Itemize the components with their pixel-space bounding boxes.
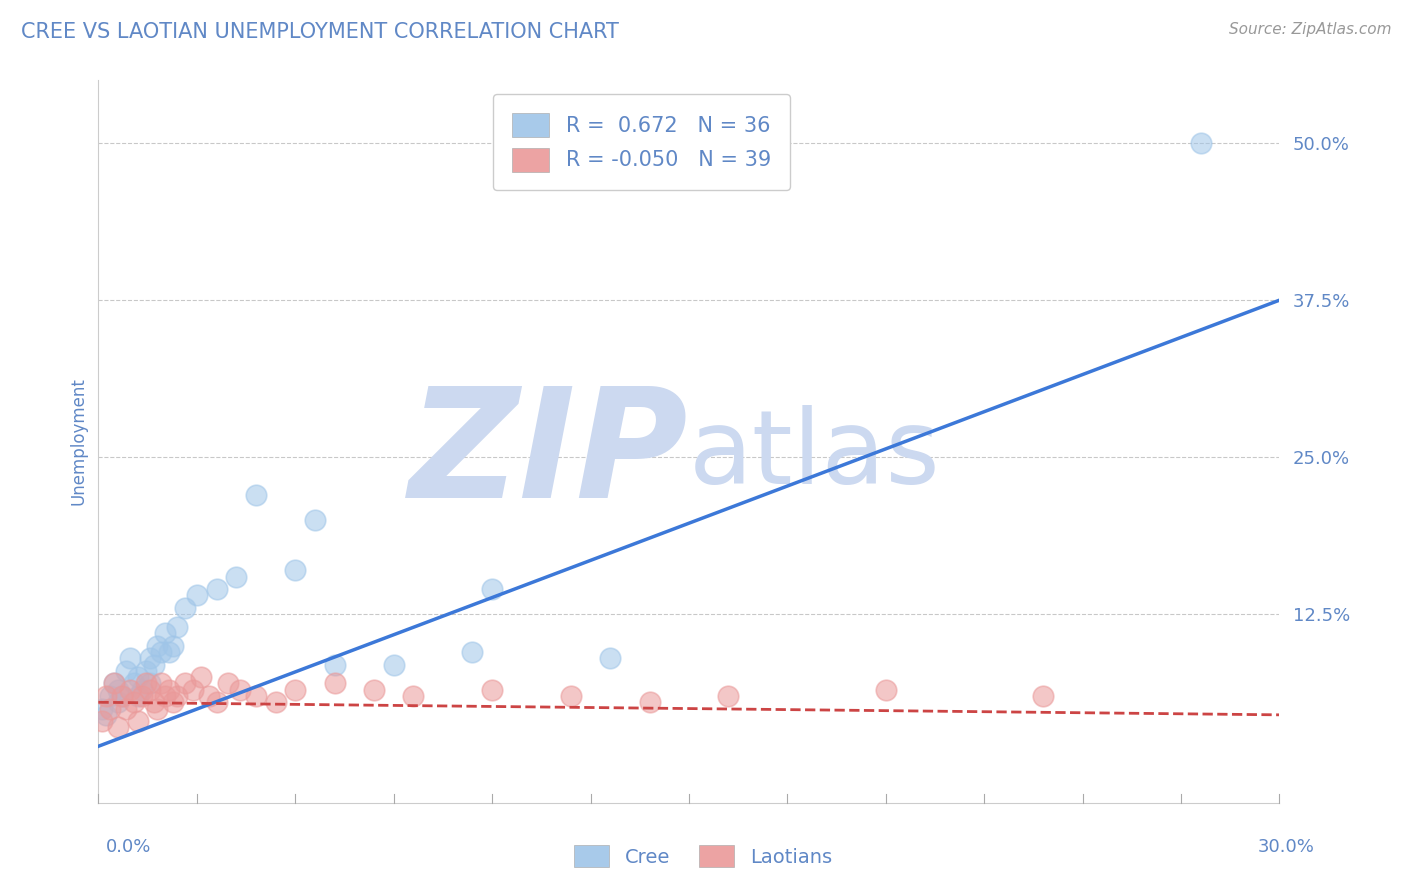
Point (107, 720, 129, 734)
Point (599, 651, 621, 665)
Point (225, 569, 247, 583)
Point (229, 682, 252, 697)
Point (122, 676, 145, 690)
Point (138, 682, 160, 697)
Point (146, 639, 169, 653)
Point (157, 645, 180, 659)
Point (875, 682, 897, 697)
Point (245, 689, 267, 703)
Point (205, 582, 228, 597)
Point (131, 689, 153, 703)
Point (461, 645, 484, 659)
Point (142, 695, 165, 709)
Point (197, 689, 219, 703)
Point (205, 695, 228, 709)
Point (186, 589, 208, 603)
Point (284, 682, 307, 697)
Point (115, 701, 138, 715)
Point (162, 695, 184, 709)
Point (103, 676, 125, 690)
Point (138, 676, 160, 690)
Point (127, 670, 149, 684)
Legend: Cree, Laotians: Cree, Laotians (567, 837, 839, 875)
Point (363, 682, 385, 697)
Point (1189, 136, 1212, 150)
Point (127, 714, 149, 728)
Point (245, 488, 267, 502)
Point (481, 682, 503, 697)
Point (150, 676, 173, 690)
Text: atlas: atlas (689, 406, 941, 507)
Point (717, 689, 740, 703)
Point (181, 682, 204, 697)
Legend: R =  0.672   N = 36, R = -0.050   N = 39: R = 0.672 N = 36, R = -0.050 N = 39 (494, 95, 790, 190)
Point (142, 657, 165, 672)
Point (155, 626, 177, 640)
Point (96, 689, 118, 703)
Point (190, 670, 212, 684)
Point (481, 582, 503, 597)
Point (91, 714, 114, 728)
Point (323, 657, 346, 672)
Y-axis label: Unemployment: Unemployment (69, 377, 87, 506)
Point (96, 707, 118, 722)
Point (138, 651, 160, 665)
Point (155, 689, 177, 703)
Point (146, 701, 169, 715)
Text: 0.0%: 0.0% (105, 838, 150, 855)
Point (98, 689, 121, 703)
Point (115, 664, 138, 678)
Point (264, 695, 287, 709)
Point (118, 682, 141, 697)
Text: CREE VS LAOTIAN UNEMPLOYMENT CORRELATION CHART: CREE VS LAOTIAN UNEMPLOYMENT CORRELATION… (21, 22, 619, 42)
Point (304, 513, 326, 527)
Point (98, 701, 121, 715)
Point (174, 676, 197, 690)
Point (131, 682, 153, 697)
Point (560, 689, 582, 703)
Point (111, 689, 134, 703)
Point (127, 689, 149, 703)
Point (107, 682, 129, 697)
Point (135, 664, 157, 678)
Text: Source: ZipAtlas.com: Source: ZipAtlas.com (1229, 22, 1392, 37)
Point (638, 695, 661, 709)
Point (174, 601, 197, 615)
Point (135, 676, 157, 690)
Point (402, 689, 425, 703)
Point (166, 620, 188, 634)
Point (382, 657, 405, 672)
Point (284, 563, 307, 577)
Point (118, 651, 141, 665)
Text: ZIP: ZIP (409, 382, 689, 531)
Point (122, 695, 145, 709)
Point (111, 689, 134, 703)
Point (91, 701, 114, 715)
Point (217, 676, 239, 690)
Point (150, 645, 173, 659)
Point (166, 689, 188, 703)
Point (157, 682, 180, 697)
Point (107, 695, 129, 709)
Text: 30.0%: 30.0% (1258, 838, 1315, 855)
Point (162, 639, 184, 653)
Point (103, 676, 125, 690)
Point (1032, 689, 1054, 703)
Point (323, 676, 346, 690)
